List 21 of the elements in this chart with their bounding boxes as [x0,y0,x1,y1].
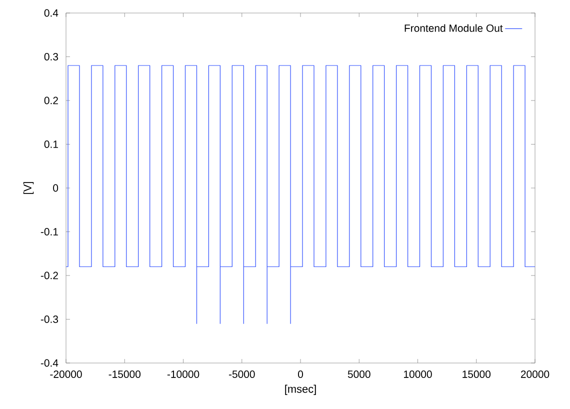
x-tick-label: 10000 [404,370,432,378]
x-tick-label: -5000 [228,370,255,378]
x-axis-title: [msec] [285,384,316,395]
y-tick-label: -0.2 [40,272,58,280]
y-axis-title: [V] [23,182,34,194]
y-tick-label: -0.4 [40,359,58,367]
x-tick-label: 5000 [348,370,370,378]
x-tick-label: 20000 [520,370,550,378]
y-tick-label: -0.3 [40,316,58,323]
legend-label: Frontend Module Out [404,24,503,32]
x-tick-label: -20000 [50,370,82,378]
x-tick-label: 15000 [462,370,491,378]
y-tick-label: 0.3 [44,53,58,60]
x-tick-label: -15000 [108,370,140,378]
x-tick-label: -10000 [167,370,200,378]
y-tick-label: 0.1 [44,140,58,148]
y-tick-label: 0.2 [44,96,58,104]
y-tick-label: 0.4 [44,9,58,17]
x-tick-label: 0 [298,370,304,378]
y-tick-label: -0.1 [40,228,58,236]
y-tick-label: 0 [53,184,58,192]
